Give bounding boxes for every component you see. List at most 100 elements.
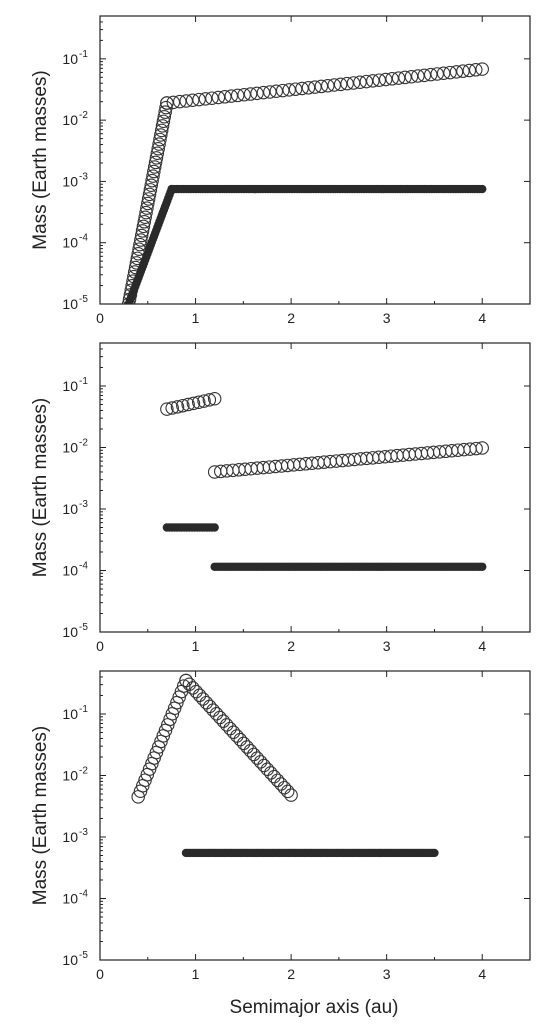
y-tick-base: 10 [62, 829, 78, 845]
plot-frame [99, 15, 531, 305]
open-circle-point [398, 70, 412, 85]
open-circle-point [182, 677, 197, 691]
open-circle-point [391, 71, 406, 85]
open-circle-point [205, 91, 219, 105]
open-circle-point [280, 784, 295, 799]
x-tick-label: 4 [478, 310, 486, 326]
open-circle-point [155, 119, 170, 133]
y-tick-exponent: -3 [79, 499, 88, 510]
y-tick-exponent: -5 [79, 294, 88, 305]
open-circle-point [274, 777, 288, 791]
open-circle-point [198, 92, 213, 106]
open-circle-point [143, 183, 158, 197]
open-circle-point [333, 77, 348, 92]
open-circle-point [196, 692, 210, 706]
open-circle-point [385, 72, 399, 86]
open-circle-point [207, 392, 222, 406]
open-circle-point [142, 187, 157, 202]
open-circle-point [263, 85, 277, 99]
open-circle-point [192, 92, 206, 107]
open-circle-point [269, 84, 284, 99]
open-circle-point [209, 707, 224, 721]
open-circle-point [219, 718, 234, 732]
open-circle-point [151, 141, 165, 156]
open-circle-point [138, 210, 152, 224]
open-circle-point [443, 65, 457, 80]
open-circle-point [186, 396, 201, 411]
open-circle-point [346, 76, 361, 90]
x-tick-label: 4 [478, 638, 486, 654]
y-tick-base: 10 [62, 439, 78, 455]
y-tick-label: 10 [62, 112, 78, 128]
open-circle-point [179, 94, 193, 108]
x-tick-label: 2 [287, 638, 295, 654]
open-circle-point [191, 395, 206, 409]
y-axis-label: Mass (Earth masses) [30, 70, 51, 249]
y-tick-exponent: -5 [79, 950, 88, 961]
open-circle-point [270, 773, 285, 788]
open-circle-point [165, 401, 179, 415]
open-circle-point [134, 228, 149, 243]
open-circle-point [144, 178, 159, 193]
filled-circle-point [478, 184, 487, 194]
y-tick-base: 10 [62, 501, 78, 517]
open-circle-point [189, 684, 203, 699]
open-circle-point [170, 400, 185, 414]
y-tick-base: 10 [62, 890, 78, 906]
y-axis-label: Mass (Earth masses) [30, 726, 51, 905]
open-circle-point [160, 402, 174, 416]
open-circle-point [145, 173, 159, 188]
y-tick-label: 10 [62, 706, 78, 722]
open-circle-point [430, 67, 444, 81]
open-circle-point [153, 132, 167, 147]
x-tick-label: 3 [383, 966, 391, 982]
x-axis-label: Semimajor axis (au) [230, 997, 399, 1018]
open-circle-point [257, 758, 271, 773]
x-tick-label: 0 [96, 310, 104, 326]
y-tick-label: 10 [62, 952, 78, 968]
open-circle-point [321, 78, 335, 93]
y-tick-label: 10 [62, 562, 78, 578]
markers [160, 392, 489, 571]
open-circle-point [378, 72, 393, 87]
open-circle-point [260, 762, 275, 776]
open-circle-point [137, 215, 152, 229]
open-circle-point [199, 695, 214, 710]
open-circle-point [233, 732, 248, 747]
open-circle-point [256, 85, 271, 100]
y-tick-base: 10 [62, 173, 78, 189]
open-circle-point [417, 68, 432, 83]
open-circle-point [469, 63, 483, 77]
open-circle-point [224, 89, 238, 103]
open-circle-point [275, 83, 290, 98]
y-tick-label: 10 [62, 173, 78, 189]
open-circle-point [475, 441, 489, 455]
open-circle-point [197, 394, 211, 408]
open-circle-point [475, 62, 489, 76]
open-circle-point [462, 63, 477, 78]
y-tick-label: 10 [62, 235, 78, 251]
open-circle-point [185, 93, 200, 108]
open-circle-point [206, 703, 220, 717]
y-tick-exponent: -2 [79, 437, 88, 448]
open-circle-point [176, 398, 190, 413]
y-tick-exponent: -4 [79, 888, 88, 899]
open-circle-point [152, 137, 166, 151]
open-circle-point [159, 100, 173, 115]
open-circle-point [186, 681, 200, 695]
open-circle-point [288, 82, 303, 96]
open-circle-point [436, 66, 451, 81]
open-circle-point [140, 201, 154, 215]
open-circle-point [267, 769, 281, 784]
x-tick-label: 1 [192, 638, 200, 654]
open-circle-point [240, 740, 254, 754]
open-circle-point [136, 219, 151, 234]
open-circle-point [247, 747, 261, 762]
open-circle-point [141, 196, 155, 211]
y-tick-exponent: -4 [79, 560, 88, 571]
markers [121, 62, 489, 304]
